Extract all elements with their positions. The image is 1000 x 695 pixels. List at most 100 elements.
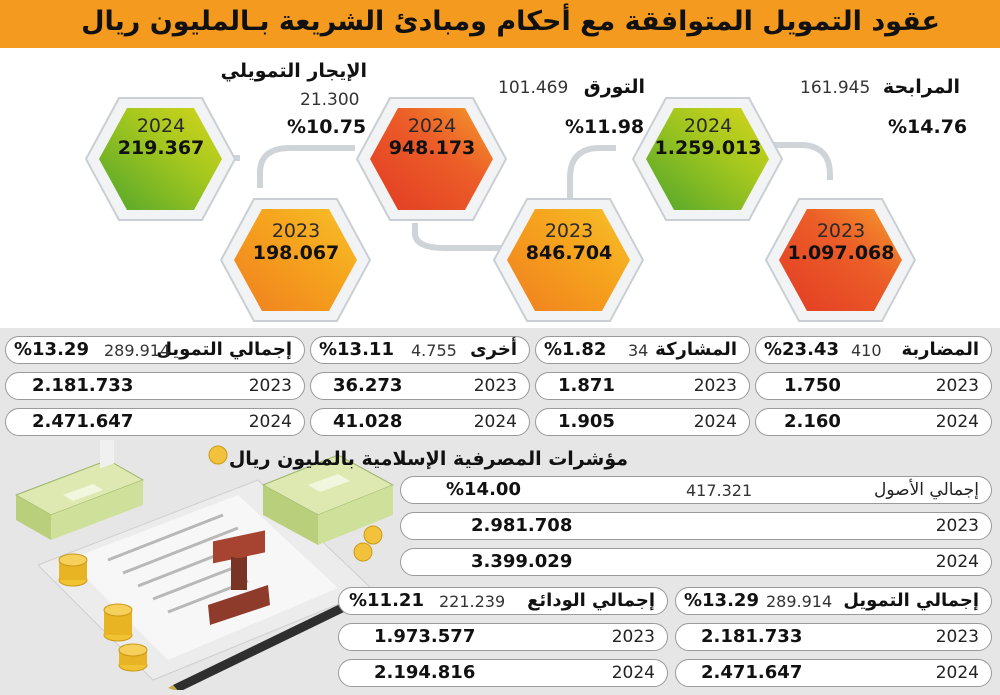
card-pct: %1.82 <box>544 339 607 360</box>
tawarruq-pct: %11.98 <box>565 116 645 138</box>
year-label: 2024 <box>935 663 979 683</box>
value-label: 2.181.733 <box>701 626 803 647</box>
hex-ijara-2024-label: 2024 219.367 <box>96 115 226 159</box>
assets-2024-row: 2024 3.399.029 <box>400 548 992 576</box>
year-label: 2024 <box>473 412 517 432</box>
others-header: أخرى 4.755 %13.11 <box>310 336 530 364</box>
card-pct: %14.00 <box>446 479 521 500</box>
value-label: 2.181.733 <box>32 375 134 396</box>
card-pct: %11.21 <box>349 590 424 611</box>
card-name: إجمالي الودائع <box>527 590 655 611</box>
value-label: 2.471.647 <box>701 662 803 683</box>
tawarruq-name: التورق <box>583 76 645 98</box>
value-label: 2.471.647 <box>32 411 134 432</box>
ijara-change: 21.300 <box>300 90 360 110</box>
musharaka-header: المشاركة 34 %1.82 <box>535 336 750 364</box>
card-pct: %13.29 <box>684 590 759 611</box>
hex-murabaha-2023 <box>764 198 917 322</box>
mudaraba-header: المضاربة 410 %23.43 <box>755 336 992 364</box>
total-financing-header: إجمالي التمويل 289.914 %13.29 <box>5 336 305 364</box>
value-label: 1.259.013 <box>654 137 762 159</box>
hex-murabaha-2023-label: 2023 1.097.068 <box>776 220 906 264</box>
year-label: 2023 <box>935 627 979 647</box>
connector <box>257 145 355 188</box>
hex-ijara-2024 <box>84 97 237 221</box>
year-label: 2023 <box>473 376 517 396</box>
value-label: 1.750 <box>784 375 841 396</box>
financing-header: إجمالي التمويل 289.914 %13.29 <box>675 587 992 615</box>
value-label: 41.028 <box>333 411 403 432</box>
murabaha-name: المرابحة <box>882 76 960 98</box>
value-label: 1.905 <box>558 411 615 432</box>
hex-tawarruq-2023 <box>492 198 645 322</box>
musharaka-2024-row: 2024 1.905 <box>535 408 750 436</box>
year-label: 2023 <box>544 220 594 242</box>
assets-2023-row: 2023 2.981.708 <box>400 512 992 540</box>
card-pct: %13.29 <box>14 339 89 360</box>
hex-ijara-2023-label: 2023 198.067 <box>231 220 361 264</box>
card-name: إجمالي التمويل <box>843 590 979 611</box>
indicators-title: مؤشرات المصرفية الإسلامية بالمليون ريال <box>228 448 628 470</box>
others-2024-row: 2024 41.028 <box>310 408 530 436</box>
mudaraba-2023-row: 2023 1.750 <box>755 372 992 400</box>
murabaha-pct: %14.76 <box>888 116 968 138</box>
hex-murabaha-2024 <box>631 97 784 221</box>
card-pct: %13.11 <box>319 339 394 360</box>
murabaha-change: 161.945 <box>800 78 871 98</box>
contract-illustration <box>14 440 395 690</box>
card-name: أخرى <box>470 339 517 360</box>
card-change: 417.321 <box>686 481 753 500</box>
total-financing-2023-row: 2023 2.181.733 <box>5 372 305 400</box>
card-change: 289.914 <box>766 592 833 611</box>
card-change: 410 <box>851 341 882 360</box>
year-label: 2023 <box>611 627 655 647</box>
card-name: المضاربة <box>901 339 979 360</box>
year-label: 2024 <box>935 552 979 572</box>
value-label: 3.399.029 <box>471 551 573 572</box>
card-change: 289.914 <box>104 341 171 360</box>
hex-murabaha-2024-label: 2024 1.259.013 <box>643 115 773 159</box>
assets-header: إجمالي الأصول 417.321 %14.00 <box>400 476 992 504</box>
card-change: 34 <box>628 341 649 360</box>
connector <box>567 145 616 198</box>
hexagon-diagram <box>84 97 917 322</box>
connector <box>758 142 833 180</box>
value-label: 2.194.816 <box>374 662 476 683</box>
stamp-illustration <box>208 530 270 625</box>
year-label: 2024 <box>935 412 979 432</box>
tawarruq-change: 101.469 <box>498 78 569 98</box>
financing-2023-row: 2023 2.181.733 <box>675 623 992 651</box>
ijara-name: الإيجار التمويلي <box>220 60 367 82</box>
others-2023-row: 2023 36.273 <box>310 372 530 400</box>
ijara-pct: %10.75 <box>287 116 367 138</box>
card-name: إجمالي التمويل <box>156 339 292 360</box>
year-label: 2023 <box>935 516 979 536</box>
year-label: 2024 <box>683 115 733 137</box>
financing-2024-row: 2024 2.471.647 <box>675 659 992 687</box>
value-label: 948.173 <box>388 137 476 159</box>
money-stack-illustration <box>261 454 395 545</box>
deposits-2023-row: 2023 1.973.577 <box>338 623 668 651</box>
deposits-2024-row: 2024 2.194.816 <box>338 659 668 687</box>
year-label: 2023 <box>248 376 292 396</box>
hex-tawarruq-2024-label: 2024 948.173 <box>367 115 497 159</box>
card-pct: %23.43 <box>764 339 839 360</box>
year-label: 2023 <box>693 376 737 396</box>
money-stack-illustration <box>14 440 145 540</box>
musharaka-2023-row: 2023 1.871 <box>535 372 750 400</box>
hex-tawarruq-2024 <box>355 97 508 221</box>
year-label: 2024 <box>407 115 457 137</box>
total-financing-2024-row: 2024 2.471.647 <box>5 408 305 436</box>
deposits-header: إجمالي الودائع 221.239 %11.21 <box>338 587 668 615</box>
value-label: 1.871 <box>558 375 615 396</box>
value-label: 219.367 <box>117 137 205 159</box>
title-bar <box>0 0 1000 48</box>
coins-illustration <box>58 445 383 672</box>
value-label: 846.704 <box>525 242 613 264</box>
connector <box>412 223 505 251</box>
value-label: 2.981.708 <box>471 515 573 536</box>
year-label: 2023 <box>935 376 979 396</box>
card-name: المشاركة <box>655 339 737 360</box>
value-label: 1.097.068 <box>787 242 895 264</box>
year-label: 2024 <box>136 115 186 137</box>
